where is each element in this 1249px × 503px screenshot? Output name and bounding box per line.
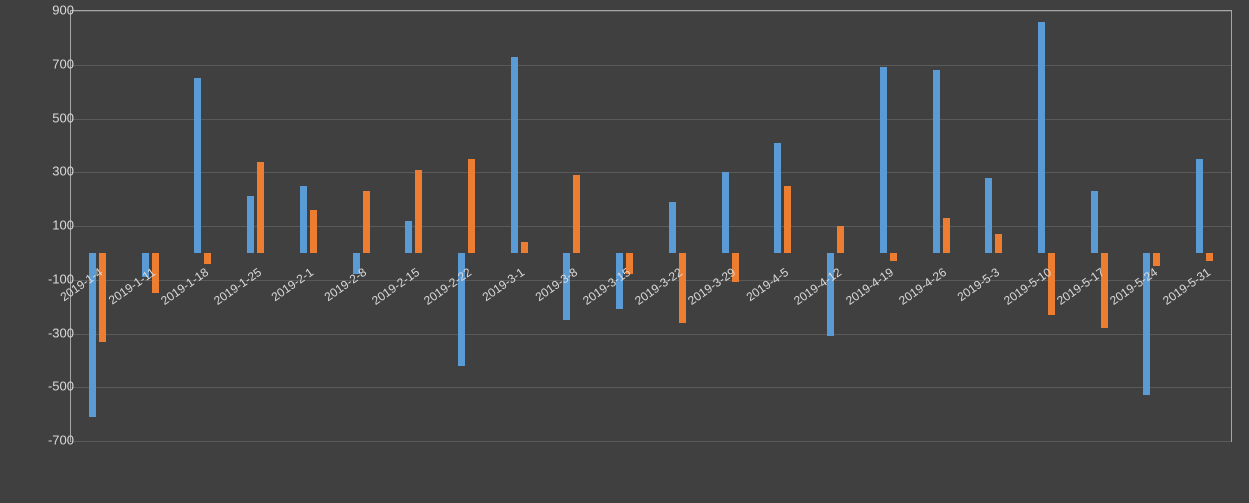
- bar-series1: [669, 202, 676, 253]
- y-axis-label: -700: [14, 433, 74, 448]
- bar-series2: [943, 218, 950, 253]
- x-axis-label: 2019-3-15: [575, 265, 632, 311]
- x-axis-label: 2019-5-31: [1155, 265, 1212, 311]
- bar-series2: [573, 175, 580, 253]
- x-axis-label: 2019-4-5: [734, 265, 791, 311]
- gridline: [71, 119, 1231, 120]
- y-axis-label: 700: [14, 56, 74, 71]
- y-axis-label: 300: [14, 164, 74, 179]
- bar-series2: [890, 253, 897, 261]
- y-axis-label: 900: [14, 3, 74, 18]
- bar-chart: 2019-1-42019-1-112019-1-182019-1-252019-…: [70, 10, 1230, 480]
- bar-series1: [985, 178, 992, 253]
- gridline: [71, 226, 1231, 227]
- x-axis-label: 2019-1-18: [154, 265, 211, 311]
- x-axis-label: 2019-4-19: [839, 265, 896, 311]
- bar-series2: [1206, 253, 1213, 261]
- bar-series2: [995, 234, 1002, 253]
- bar-series1: [300, 186, 307, 253]
- x-axis-label: 2019-4-12: [786, 265, 843, 311]
- x-axis-label: 2019-1-11: [101, 265, 158, 311]
- x-axis-label: 2019-2-1: [259, 265, 316, 311]
- x-axis-label: 2019-2-15: [365, 265, 422, 311]
- x-axis-label: 2019-3-1: [470, 265, 527, 311]
- bar-series2: [521, 242, 528, 253]
- bar-series1: [511, 57, 518, 253]
- bar-series2: [468, 159, 475, 253]
- x-axis-label: 2019-1-25: [206, 265, 263, 311]
- gridline: [71, 65, 1231, 66]
- bar-series1: [1196, 159, 1203, 253]
- gridline: [71, 387, 1231, 388]
- bar-series2: [784, 186, 791, 253]
- y-axis-label: -300: [14, 325, 74, 340]
- bar-series1: [247, 196, 254, 252]
- gridline: [71, 334, 1231, 335]
- bar-series2: [837, 226, 844, 253]
- bar-series1: [827, 253, 834, 336]
- x-axis-label: 2019-5-3: [945, 265, 1002, 311]
- gridline: [71, 11, 1231, 12]
- y-axis-label: 100: [14, 218, 74, 233]
- x-axis-label: 2019-2-22: [417, 265, 474, 311]
- bar-series1: [722, 172, 729, 253]
- x-axis-label: 2019-2-8: [312, 265, 369, 311]
- bar-series2: [1153, 253, 1160, 266]
- gridline: [71, 441, 1231, 442]
- bar-series2: [1101, 253, 1108, 328]
- bar-series1: [1038, 22, 1045, 253]
- bar-series1: [405, 221, 412, 253]
- bar-series1: [194, 78, 201, 253]
- x-axis-label: 2019-4-26: [892, 265, 949, 311]
- bar-series1: [774, 143, 781, 253]
- x-axis-label: 2019-3-29: [681, 265, 738, 311]
- bar-series2: [204, 253, 211, 264]
- bar-series1: [933, 70, 940, 253]
- x-axis-label: 2019-3-8: [523, 265, 580, 311]
- x-axis-label: 2019-3-22: [628, 265, 685, 311]
- x-axis-label: 2019-5-24: [1103, 265, 1160, 311]
- bar-series2: [363, 191, 370, 253]
- bar-series2: [257, 162, 264, 253]
- bar-series2: [310, 210, 317, 253]
- bar-series2: [415, 170, 422, 253]
- bar-series1: [1091, 191, 1098, 253]
- x-axis-label: 2019-5-17: [1050, 265, 1107, 311]
- gridline: [71, 172, 1231, 173]
- y-axis-label: -100: [14, 271, 74, 286]
- y-axis-label: -500: [14, 379, 74, 394]
- bar-series2: [679, 253, 686, 323]
- x-axis-label: 2019-5-10: [997, 265, 1054, 311]
- bar-series1: [880, 67, 887, 252]
- y-axis-label: 500: [14, 110, 74, 125]
- plot-area: 2019-1-42019-1-112019-1-182019-1-252019-…: [70, 10, 1232, 442]
